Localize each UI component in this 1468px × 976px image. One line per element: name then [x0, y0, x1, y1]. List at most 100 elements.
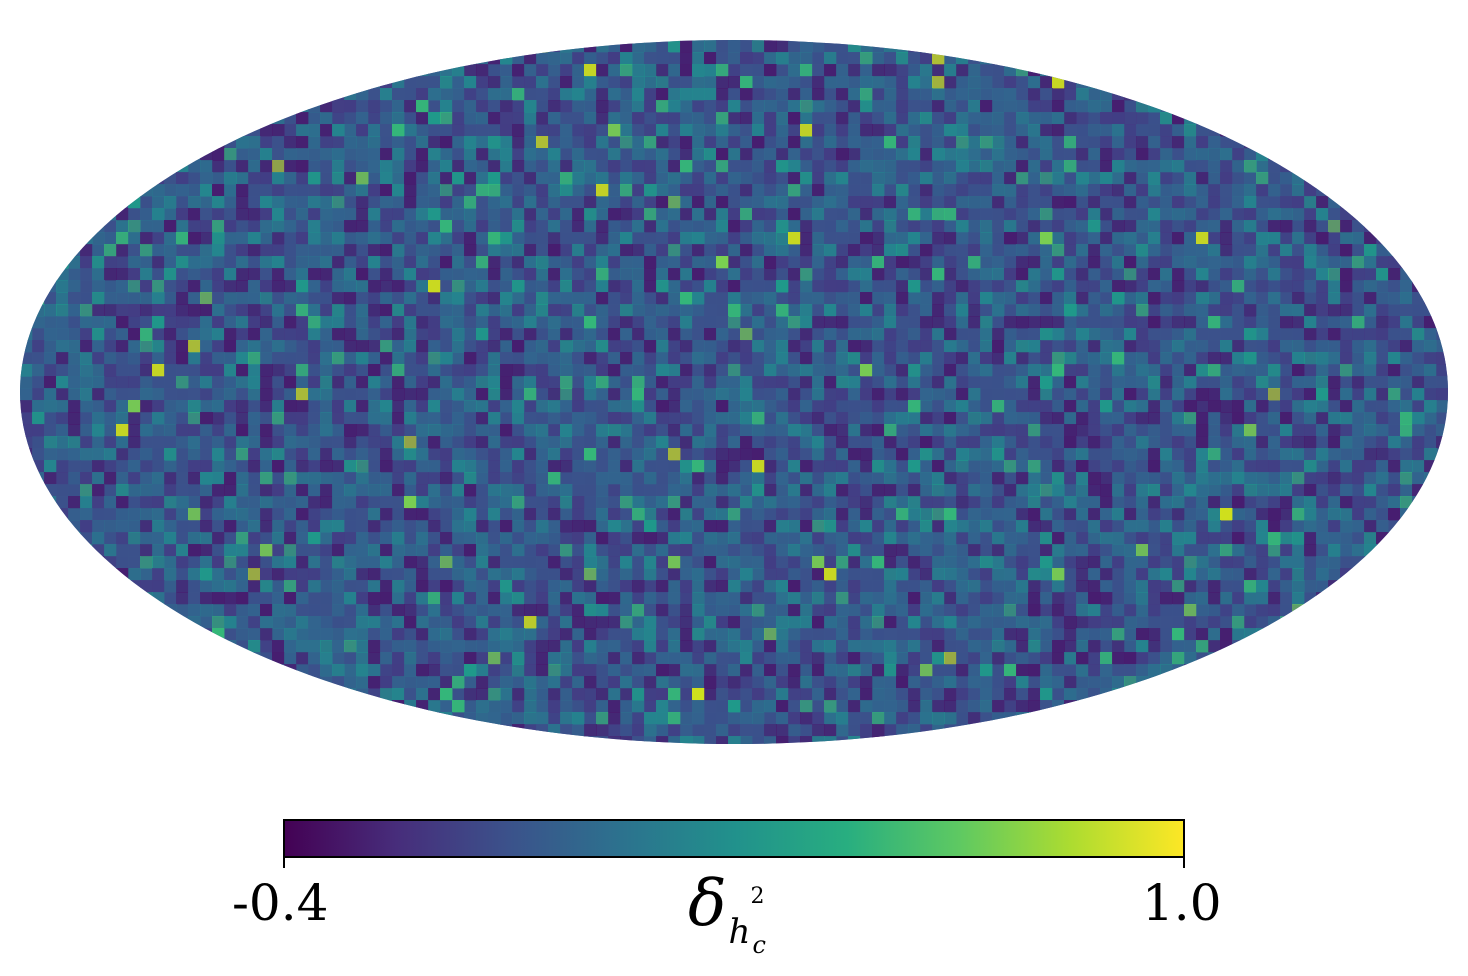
- map-pixel: [644, 472, 657, 485]
- map-pixel: [80, 232, 93, 245]
- map-pixel: [1256, 352, 1269, 365]
- map-pixel: [1388, 316, 1401, 329]
- map-pixel: [836, 424, 849, 437]
- map-pixel: [992, 100, 1005, 113]
- map-pixel: [200, 544, 213, 557]
- map-pixel: [1124, 196, 1137, 209]
- map-pixel: [1184, 124, 1197, 137]
- map-pixel: [572, 424, 585, 437]
- map-pixel: [608, 220, 621, 233]
- map-pixel: [656, 196, 669, 209]
- map-pixel: [1148, 520, 1161, 533]
- map-pixel: [416, 604, 429, 617]
- map-pixel: [308, 400, 321, 413]
- map-pixel: [380, 148, 393, 161]
- map-pixel: [308, 496, 321, 509]
- map-pixel: [1208, 124, 1221, 137]
- map-pixel: [656, 280, 669, 293]
- map-pixel: [1076, 340, 1089, 353]
- map-pixel: [1112, 220, 1125, 233]
- map-pixel: [1160, 160, 1173, 173]
- map-pixel: [920, 136, 933, 149]
- map-pixel: [416, 148, 429, 161]
- map-pixel: [560, 304, 573, 317]
- map-pixel: [620, 256, 633, 269]
- map-pixel: [1088, 316, 1101, 329]
- map-pixel: [728, 268, 741, 281]
- map-pixel: [320, 400, 333, 413]
- map-pixel: [908, 568, 921, 581]
- map-pixel: [704, 256, 717, 269]
- map-pixel: [1376, 376, 1389, 389]
- map-pixel: [1124, 316, 1137, 329]
- map-pixel: [1400, 304, 1413, 317]
- map-pixel: [1004, 292, 1017, 305]
- map-pixel: [704, 112, 717, 125]
- map-pixel: [404, 292, 417, 305]
- map-pixel: [272, 160, 285, 173]
- map-pixel: [476, 412, 489, 425]
- map-pixel: [296, 364, 309, 377]
- map-pixel: [1208, 388, 1221, 401]
- map-pixel: [392, 136, 405, 149]
- map-pixel: [464, 148, 477, 161]
- map-pixel: [644, 172, 657, 185]
- map-pixel: [1220, 508, 1233, 521]
- map-pixel: [956, 448, 969, 461]
- map-pixel: [428, 484, 441, 497]
- map-pixel: [920, 340, 933, 353]
- map-pixel: [116, 520, 129, 533]
- map-pixel: [404, 460, 417, 473]
- map-pixel: [1364, 424, 1377, 437]
- map-pixel: [764, 184, 777, 197]
- map-pixel: [1016, 184, 1029, 197]
- map-pixel: [836, 64, 849, 77]
- map-pixel: [320, 544, 333, 557]
- map-pixel: [1052, 604, 1065, 617]
- map-pixel: [1004, 376, 1017, 389]
- map-pixel: [428, 112, 441, 125]
- map-pixel: [1160, 388, 1173, 401]
- map-pixel: [416, 616, 429, 629]
- map-pixel: [524, 376, 537, 389]
- map-pixel: [68, 244, 81, 257]
- map-pixel: [872, 160, 885, 173]
- map-pixel: [200, 304, 213, 317]
- map-pixel: [248, 148, 261, 161]
- map-pixel: [692, 208, 705, 221]
- map-pixel: [608, 232, 621, 245]
- map-pixel: [488, 148, 501, 161]
- map-pixel: [368, 88, 381, 101]
- map-pixel: [464, 352, 477, 365]
- map-pixel: [584, 580, 597, 593]
- map-pixel: [764, 328, 777, 341]
- map-pixel: [452, 100, 465, 113]
- map-pixel: [752, 568, 765, 581]
- map-pixel: [1040, 460, 1053, 473]
- map-pixel: [236, 172, 249, 185]
- map-pixel: [1244, 196, 1257, 209]
- map-pixel: [464, 100, 477, 113]
- map-pixel: [824, 532, 837, 545]
- map-pixel: [932, 280, 945, 293]
- map-pixel: [1184, 604, 1197, 617]
- map-pixel: [356, 484, 369, 497]
- map-pixel: [860, 220, 873, 233]
- map-pixel: [1064, 160, 1077, 173]
- map-pixel: [524, 316, 537, 329]
- map-pixel: [884, 460, 897, 473]
- map-pixel: [644, 148, 657, 161]
- map-pixel: [272, 172, 285, 185]
- map-pixel: [1088, 304, 1101, 317]
- map-pixel: [596, 352, 609, 365]
- map-pixel: [596, 400, 609, 413]
- map-pixel: [1112, 604, 1125, 617]
- map-pixel: [956, 364, 969, 377]
- map-pixel: [452, 316, 465, 329]
- map-pixel: [140, 376, 153, 389]
- map-pixel: [1352, 328, 1365, 341]
- map-pixel: [1148, 472, 1161, 485]
- map-pixel: [284, 208, 297, 221]
- map-pixel: [500, 136, 513, 149]
- map-pixel: [944, 376, 957, 389]
